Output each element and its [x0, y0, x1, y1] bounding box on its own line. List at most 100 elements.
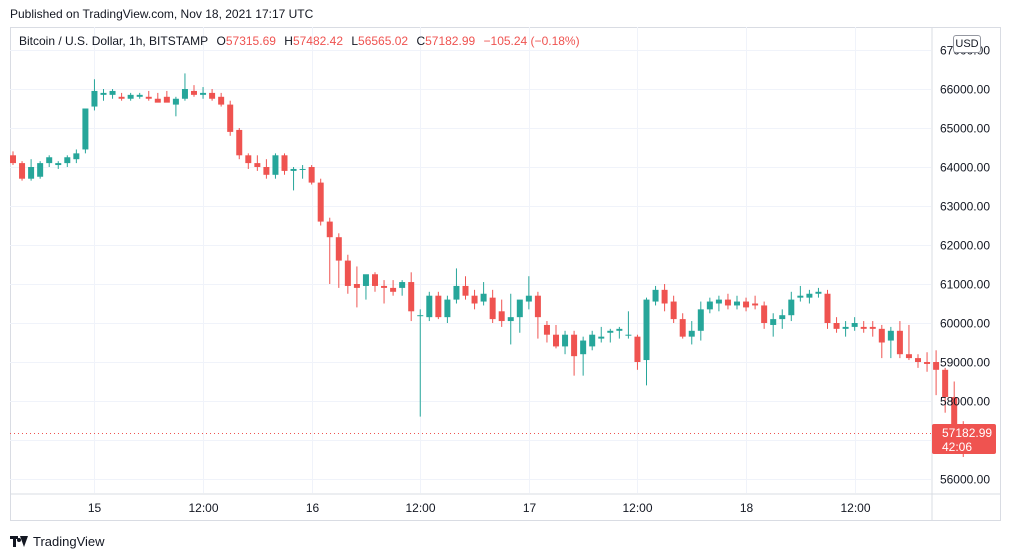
candle — [679, 313, 686, 339]
last-price-value: 57182.99 — [942, 426, 993, 440]
candle-body — [281, 155, 288, 171]
candle — [525, 276, 532, 310]
candle — [299, 165, 306, 179]
x-tick-label: 18 — [740, 501, 754, 515]
candle-body — [417, 315, 424, 317]
candle — [263, 159, 270, 179]
candle-body — [851, 323, 858, 327]
candle — [489, 289, 496, 323]
candle — [209, 89, 216, 101]
candle-body — [127, 94, 134, 99]
candle-body — [915, 358, 921, 362]
candle — [154, 92, 161, 103]
candle — [806, 289, 813, 304]
candle-body — [942, 369, 949, 398]
candle-body — [779, 315, 786, 320]
candle-body — [236, 129, 243, 156]
candle — [543, 321, 550, 343]
candle-body — [743, 301, 750, 308]
y-tick-label: 60000.00 — [940, 317, 990, 331]
candle — [326, 217, 333, 284]
tradingview-brand[interactable]: TradingView — [10, 534, 105, 549]
candle-body — [607, 330, 614, 333]
candle — [236, 128, 243, 160]
candle — [471, 289, 478, 310]
candle — [797, 285, 804, 302]
candle — [688, 321, 695, 345]
candle-body — [154, 98, 161, 103]
candle — [290, 167, 297, 191]
candle-body — [770, 319, 777, 325]
candle-body — [163, 96, 170, 103]
x-tick-label: 15 — [88, 501, 102, 515]
candle — [652, 285, 659, 306]
candle-body — [308, 167, 315, 183]
candle — [770, 313, 777, 337]
candle-body — [227, 104, 234, 132]
candle — [281, 153, 288, 175]
y-tick-label: 62000.00 — [940, 239, 990, 253]
candle-body — [426, 295, 433, 318]
candle-body — [715, 299, 722, 304]
candle — [28, 159, 35, 181]
candle — [19, 161, 26, 181]
candle-body — [525, 295, 532, 302]
candle-body — [181, 89, 188, 99]
candle-body — [353, 284, 360, 288]
close-label: C — [416, 34, 426, 48]
high-value: 57482.42 — [292, 34, 343, 48]
candle-body — [842, 326, 849, 329]
candle — [55, 161, 62, 169]
candle — [344, 254, 351, 294]
candle-body — [209, 92, 216, 99]
y-tick-label: 61000.00 — [940, 278, 990, 292]
candle-body — [625, 334, 632, 336]
candle-body — [688, 330, 695, 337]
candle-body — [480, 293, 487, 302]
currency-button[interactable]: USD — [953, 35, 981, 53]
y-tick-label: 59000.00 — [940, 356, 990, 370]
candle — [553, 324, 559, 349]
y-tick-label: 65000.00 — [940, 122, 990, 136]
candle — [245, 153, 252, 169]
candle-body — [878, 328, 885, 343]
candle-body — [136, 94, 143, 97]
candle — [37, 161, 44, 179]
candle-body — [869, 326, 876, 329]
candle-body — [335, 237, 342, 261]
candle — [498, 299, 505, 327]
candle — [109, 89, 116, 99]
candle — [136, 92, 143, 99]
candle-body — [19, 163, 26, 179]
candle — [607, 328, 614, 343]
change-value: −105.24 (−0.18%) — [483, 34, 580, 48]
candle-body — [218, 96, 225, 105]
brand-name: TradingView — [33, 534, 105, 549]
candle — [218, 92, 225, 107]
candle-body — [299, 168, 306, 170]
candle-body — [254, 163, 261, 167]
candle-body — [317, 182, 324, 222]
candle-body — [562, 334, 569, 347]
candle-body — [489, 297, 496, 320]
candle — [851, 317, 858, 331]
candle — [896, 321, 903, 359]
candle-body — [788, 299, 795, 316]
candle — [353, 266, 360, 308]
candle-body — [571, 334, 578, 357]
candle — [706, 297, 713, 314]
candle-body — [245, 155, 252, 164]
time-axis: 15 12:00 16 12:00 17 12:00 18 12:00 — [88, 501, 871, 515]
candle — [200, 87, 207, 99]
candle — [399, 280, 406, 296]
x-tick-label: 12:00 — [622, 501, 652, 515]
candle — [390, 280, 397, 296]
candle — [933, 350, 940, 396]
candle — [317, 178, 324, 226]
candle-body — [200, 92, 207, 95]
candle-body — [390, 287, 397, 292]
candle-body — [462, 285, 469, 296]
candle — [878, 324, 885, 359]
candle-body — [580, 340, 587, 355]
